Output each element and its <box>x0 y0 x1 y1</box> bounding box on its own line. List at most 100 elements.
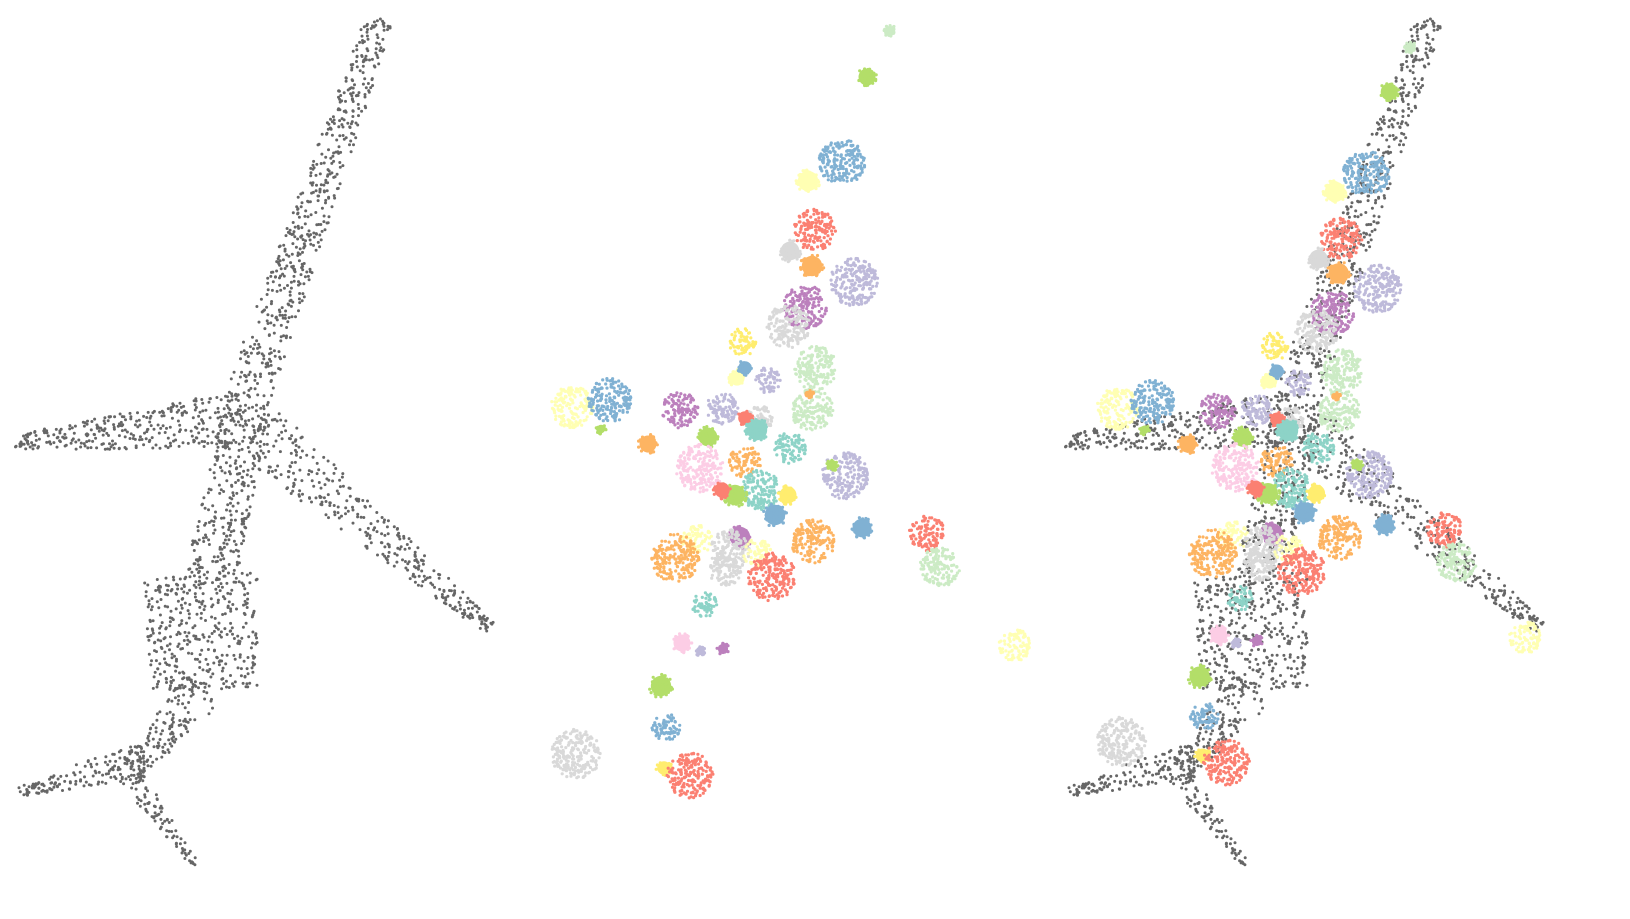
point <box>381 516 384 519</box>
sphere-point <box>784 331 787 334</box>
sphere-point <box>805 214 808 217</box>
point <box>117 425 120 428</box>
point <box>206 663 209 666</box>
sphere-point <box>804 324 807 327</box>
point <box>166 589 169 592</box>
point <box>317 199 320 202</box>
sphere-point <box>871 82 874 85</box>
point <box>203 524 206 527</box>
sphere-point <box>817 180 820 183</box>
sphere-point <box>569 397 572 400</box>
point <box>234 481 237 484</box>
sphere-point <box>819 239 822 242</box>
point <box>183 585 186 588</box>
point <box>227 528 230 531</box>
sphere-point <box>727 399 730 402</box>
point <box>461 591 464 594</box>
point <box>296 208 299 211</box>
point <box>336 490 339 493</box>
sphere-point <box>848 159 851 162</box>
sphere-point <box>789 315 792 318</box>
sphere-point <box>803 239 806 242</box>
point <box>240 667 243 670</box>
point <box>104 782 107 785</box>
point <box>220 398 223 401</box>
point <box>228 686 231 689</box>
point <box>395 561 398 564</box>
sphere-point <box>772 390 775 393</box>
sphere-point <box>620 385 623 388</box>
point <box>310 171 313 174</box>
sphere-point <box>736 374 739 377</box>
point <box>74 783 77 786</box>
point <box>182 591 185 594</box>
sphere-point <box>817 350 820 353</box>
point <box>142 755 145 758</box>
sphere-point <box>793 223 796 226</box>
point <box>214 529 217 532</box>
point <box>344 506 347 509</box>
point <box>449 604 452 607</box>
point <box>371 77 374 80</box>
sphere-point <box>605 401 608 404</box>
point <box>198 580 201 583</box>
point <box>144 786 147 789</box>
sphere-point <box>748 437 751 440</box>
point <box>234 441 237 444</box>
sphere-point <box>854 455 857 458</box>
sphere-point <box>797 365 800 368</box>
point <box>194 596 197 599</box>
point <box>422 563 425 566</box>
sphere-point <box>769 381 772 384</box>
point <box>317 468 320 471</box>
point <box>159 827 162 830</box>
point <box>243 349 246 352</box>
point <box>255 452 258 455</box>
sphere-point <box>794 231 797 234</box>
point <box>132 769 135 772</box>
sphere-point <box>844 292 847 295</box>
sphere-point <box>615 414 618 417</box>
sphere-point <box>830 283 833 286</box>
point <box>170 410 173 413</box>
point <box>218 441 221 444</box>
point <box>33 444 36 447</box>
point <box>192 683 195 686</box>
point <box>357 107 360 110</box>
sphere-point <box>763 369 766 372</box>
point <box>221 526 224 529</box>
sphere-point <box>791 441 794 444</box>
point <box>155 659 158 662</box>
point <box>352 91 355 94</box>
sphere-point <box>803 414 806 417</box>
sphere-point <box>742 423 745 426</box>
point <box>272 387 275 390</box>
point <box>321 230 324 233</box>
point <box>456 609 459 612</box>
sphere-point <box>845 168 848 171</box>
point <box>156 600 159 603</box>
point <box>202 537 205 540</box>
sphere-point <box>769 373 772 376</box>
sphere-point <box>814 361 817 364</box>
sphere-point <box>718 421 721 424</box>
point <box>204 686 207 689</box>
point <box>214 560 217 563</box>
sphere-point <box>763 430 766 433</box>
sphere-point <box>800 352 803 355</box>
sphere-point <box>790 291 793 294</box>
point <box>242 626 245 629</box>
point <box>251 661 254 664</box>
point <box>298 216 301 219</box>
point <box>396 528 399 531</box>
point <box>179 842 182 845</box>
point <box>312 181 315 184</box>
point <box>90 765 93 768</box>
point <box>24 437 27 440</box>
point <box>277 434 280 437</box>
point <box>263 407 266 410</box>
sphere-point <box>643 448 646 451</box>
point <box>53 783 56 786</box>
point <box>86 446 89 449</box>
point <box>30 441 33 444</box>
